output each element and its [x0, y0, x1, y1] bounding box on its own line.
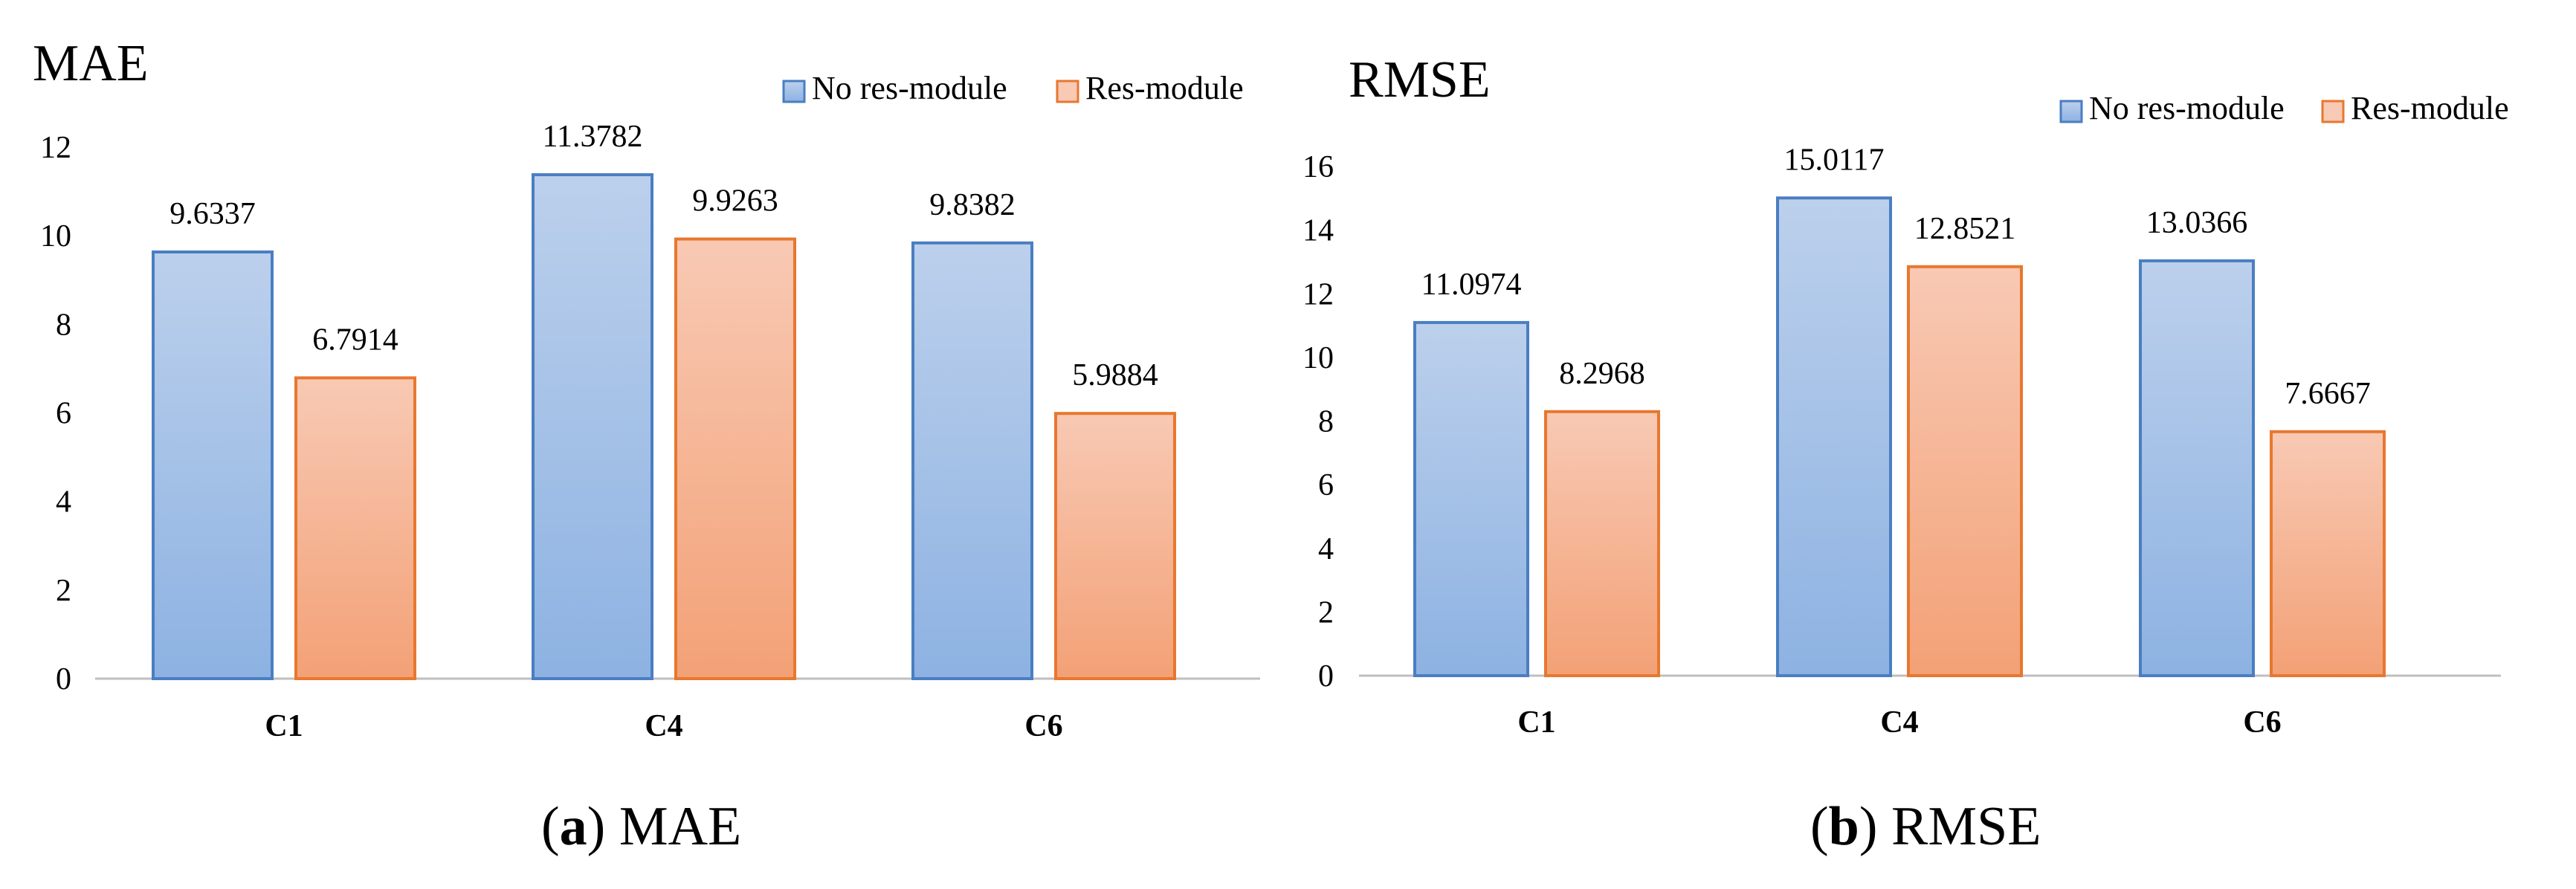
bar-res: [1544, 410, 1660, 678]
caption-text: MAE: [619, 796, 742, 857]
data-label-res: 7.6667: [2285, 377, 2371, 411]
y-tick-label: 6: [56, 397, 71, 431]
legend-label-res: Res-module: [1085, 70, 1244, 106]
bar-res: [674, 237, 796, 680]
caption-mae: (a) MAE: [541, 796, 742, 857]
bar-res: [1054, 412, 1176, 680]
caption-text: RMSE: [1891, 796, 2041, 857]
data-label-no-res: 9.8382: [929, 188, 1016, 222]
bar-res: [1907, 265, 2023, 677]
y-tick-label: 2: [56, 574, 71, 608]
bar-no-res: [911, 241, 1033, 680]
x-category-label: C6: [2243, 705, 2281, 740]
x-category-label: C1: [1517, 705, 1555, 740]
y-tick-label: 16: [1302, 150, 1334, 184]
y-tick-label: 14: [1302, 214, 1334, 248]
chart-title: RMSE: [1349, 51, 1491, 109]
data-label-no-res: 15.0117: [1784, 143, 1885, 177]
chart-title: MAE: [33, 35, 149, 92]
y-tick-label: 10: [1302, 341, 1334, 375]
legend-label-no-res: No res-module: [812, 70, 1007, 106]
bar-no-res: [1776, 196, 1892, 677]
bar-no-res: [2139, 259, 2255, 678]
x-category-label: C1: [265, 709, 303, 743]
y-tick-label: 8: [1318, 405, 1334, 439]
panel-rmse: RMSE No res-module Res-module 0 2 4 6 8 10 12 14 16…: [1288, 0, 2576, 889]
data-label-res: 8.2968: [1559, 357, 1645, 391]
y-tick-label: 0: [56, 662, 71, 696]
legend-swatch-no-res: [782, 80, 806, 103]
bar-res: [294, 376, 416, 680]
legend-swatch-res: [2321, 100, 2345, 123]
bar-res: [2270, 430, 2386, 677]
y-tick-label: 4: [1318, 532, 1334, 566]
x-category-label: C4: [1880, 705, 1918, 740]
legend-swatch-no-res: [2059, 100, 2083, 123]
y-tick-label: 4: [56, 485, 71, 520]
caption-letter: b: [1828, 796, 1859, 857]
mae-chart: MAE No res-module Res-module 0 2 4 6 8 10 12 9.633…: [33, 35, 1260, 743]
x-category-label: C6: [1024, 709, 1062, 743]
data-label-no-res: 11.0974: [1421, 268, 1522, 302]
legend-swatch-res: [1056, 80, 1079, 103]
data-label-no-res: 9.6337: [170, 197, 256, 231]
panel-mae: MAE No res-module Res-module 0 2 4 6 8 10 12 9.633…: [33, 35, 1260, 857]
rmse-chart: RMSE No res-module Res-module 0 2 4 6 8 10 12 14 16…: [1302, 51, 2509, 740]
data-label-res: 9.9263: [692, 184, 778, 219]
y-tick-label: 12: [40, 131, 71, 165]
data-label-res: 12.8521: [1914, 212, 2016, 246]
y-tick-label: 0: [1318, 659, 1334, 694]
data-label-no-res: 11.3782: [543, 120, 643, 154]
y-tick-label: 12: [1302, 277, 1334, 311]
bar-no-res: [1413, 320, 1529, 677]
data-label-res: 5.9884: [1072, 358, 1158, 392]
data-label-no-res: 13.0366: [2146, 206, 2248, 240]
y-tick-label: 10: [40, 219, 71, 253]
bar-no-res: [152, 250, 274, 680]
bar-no-res: [532, 173, 653, 681]
legend-label-res: Res-module: [2351, 90, 2509, 126]
data-label-res: 6.7914: [312, 323, 398, 357]
y-tick-label: 2: [1318, 595, 1334, 630]
caption-rmse: (b) RMSE: [1810, 796, 2041, 857]
caption-letter: a: [559, 796, 587, 857]
y-tick-label: 6: [1318, 468, 1334, 502]
x-category-label: C4: [645, 709, 682, 743]
legend-label-no-res: No res-module: [2089, 90, 2285, 126]
y-tick-label: 8: [56, 308, 71, 342]
